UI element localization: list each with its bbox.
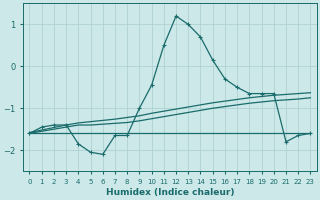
X-axis label: Humidex (Indice chaleur): Humidex (Indice chaleur) bbox=[106, 188, 234, 197]
